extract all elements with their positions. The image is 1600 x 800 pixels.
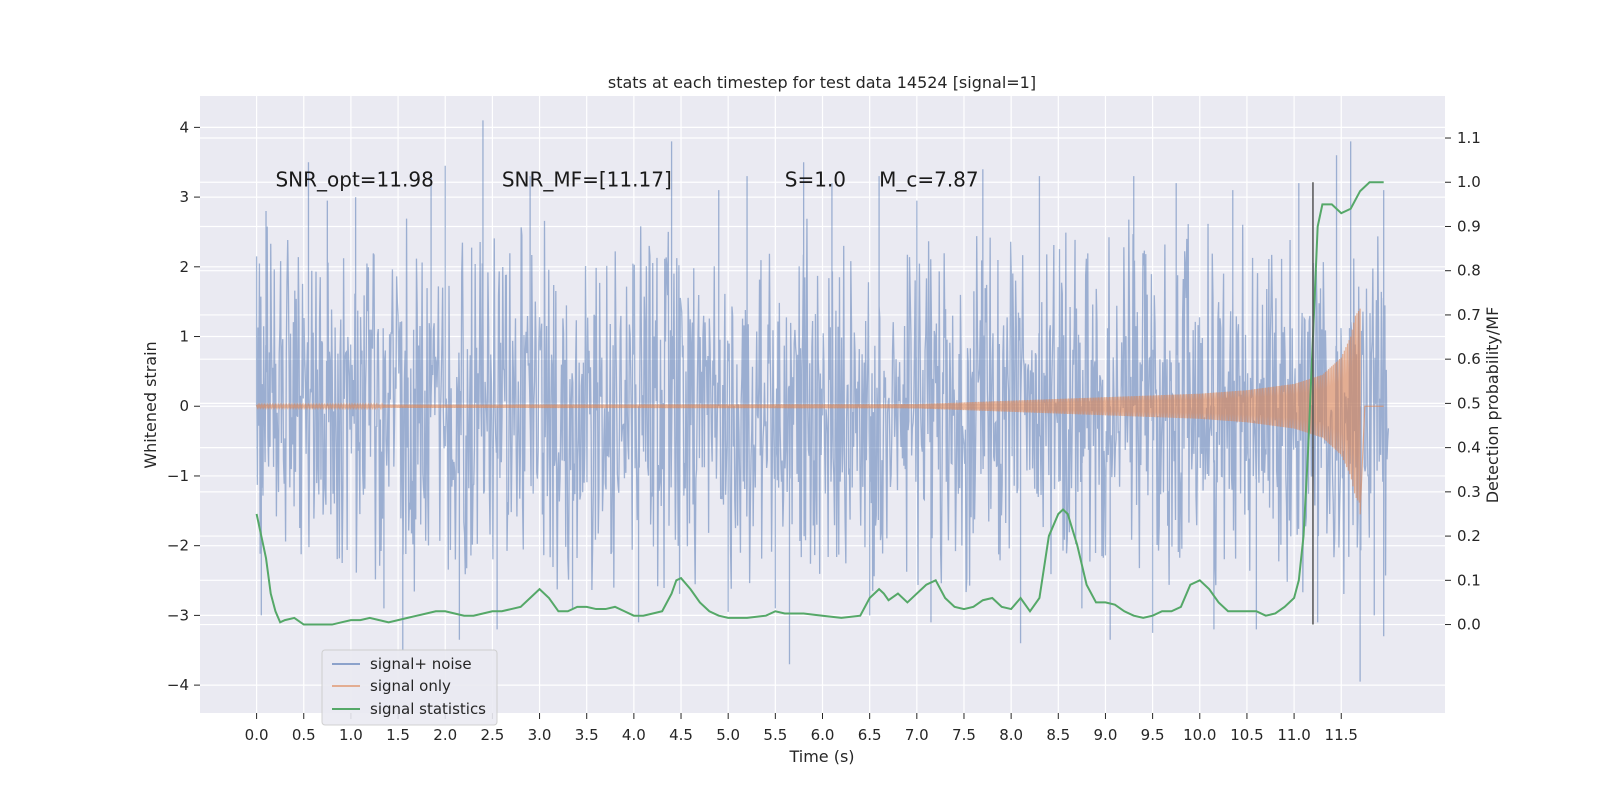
x-tick-label: 4.0: [622, 726, 646, 744]
x-tick-label: 3.0: [528, 726, 552, 744]
y-right-tick-label: 0.1: [1457, 571, 1481, 589]
signal-only-series: [256, 308, 1384, 515]
x-tick-label: 1.0: [339, 726, 363, 744]
y-right-tick-label: 0.8: [1457, 262, 1481, 280]
annotation-snr-opt: SNR_opt=11.98: [275, 168, 433, 192]
x-tick-label: 7.5: [952, 726, 976, 744]
x-tick-label: 0.5: [292, 726, 316, 744]
x-tick-label: 8.0: [999, 726, 1023, 744]
y-tick-label: 4: [179, 118, 189, 136]
y-right-tick-label: 0.5: [1457, 394, 1481, 412]
legend-label-signal-only: signal only: [370, 677, 451, 695]
x-tick-label: 4.5: [669, 726, 693, 744]
y-tick-label: 1: [179, 328, 189, 346]
y-right-tick-label: 0.0: [1457, 616, 1481, 634]
annotations: SNR_opt=11.98 SNR_MF=[11.17] S=1.0 M_c=7.87: [275, 168, 978, 192]
y-tick-label: −4: [167, 676, 189, 694]
x-tick-label: 11.5: [1325, 726, 1358, 744]
signal-statistics-series: [255, 181, 1384, 626]
x-tick-label: 2.5: [480, 726, 504, 744]
signal-only-trace: [256, 308, 1384, 515]
y-tick-label: −1: [167, 467, 189, 485]
signal-noise-trace: [255, 120, 1390, 682]
x-tick-label: 6.5: [858, 726, 882, 744]
x-axis-label: Time (s): [788, 747, 854, 766]
x-tick-label: 9.5: [1141, 726, 1165, 744]
x-tick-label: 11.0: [1277, 726, 1310, 744]
annotation-s: S=1.0: [785, 168, 846, 192]
x-tick-label: 8.5: [1046, 726, 1070, 744]
signal-noise-series: [255, 120, 1390, 682]
annotation-snr-mf: SNR_MF=[11.17]: [502, 168, 672, 192]
x-tick-label: 10.5: [1230, 726, 1263, 744]
x-axis-ticks: 0.0 0.5 1.0 1.5 2.0 2.5 3.0 3.5 4.0 4.5 5.0 5.5 6.0 6…: [245, 713, 1358, 744]
y-right-tick-label: 0.4: [1457, 439, 1481, 457]
x-tick-label: 1.5: [386, 726, 410, 744]
y-right-tick-label: 0.2: [1457, 527, 1481, 545]
x-tick-label: 5.0: [716, 726, 740, 744]
annotation-mc: M_c=7.87: [879, 168, 979, 192]
legend: signal+ noise signal only signal statist…: [321, 649, 498, 726]
legend-label-signal-statistics: signal statistics: [370, 700, 486, 718]
x-tick-label: 3.5: [575, 726, 599, 744]
y-right-tick-label: 1.1: [1457, 129, 1481, 147]
y-tick-label: −3: [167, 606, 189, 624]
x-tick-label: 6.0: [811, 726, 835, 744]
y-right-tick-label: 0.7: [1457, 306, 1481, 324]
chart-title: stats at each timestep for test data 145…: [608, 73, 1036, 92]
legend-label-signal-noise: signal+ noise: [370, 655, 472, 673]
y-right-tick-label: 0.6: [1457, 350, 1481, 368]
x-tick-label: 7.0: [905, 726, 929, 744]
x-tick-label: 9.0: [1094, 726, 1118, 744]
y-tick-label: 3: [179, 188, 189, 206]
y-right-tick-label: 0.9: [1457, 217, 1481, 235]
x-tick-label: 0.0: [245, 726, 269, 744]
x-tick-label: 5.5: [763, 726, 787, 744]
signal-statistics-line: [255, 181, 1384, 626]
y-tick-label: 0: [179, 397, 189, 415]
legend-box: [321, 649, 498, 726]
y-right-tick-label: 0.3: [1457, 483, 1481, 501]
y-tick-label: −2: [167, 537, 189, 555]
y-axis-ticks: −4 −3 −2 −1 0 1 2 3 4: [167, 118, 200, 694]
x-tick-label: 10.0: [1183, 726, 1216, 744]
x-tick-label: 2.0: [433, 726, 457, 744]
y-right-axis-ticks: 0.0 0.1 0.2 0.3 0.4 0.5 0.6 0.7 0.8 0.9 1.0 1.1: [1445, 129, 1481, 634]
y-right-tick-label: 1.0: [1457, 173, 1481, 191]
y-right-axis-label: Detection probability/MF: [1483, 307, 1502, 504]
y-tick-label: 2: [179, 258, 189, 276]
y-axis-label: Whitened strain: [141, 341, 160, 468]
